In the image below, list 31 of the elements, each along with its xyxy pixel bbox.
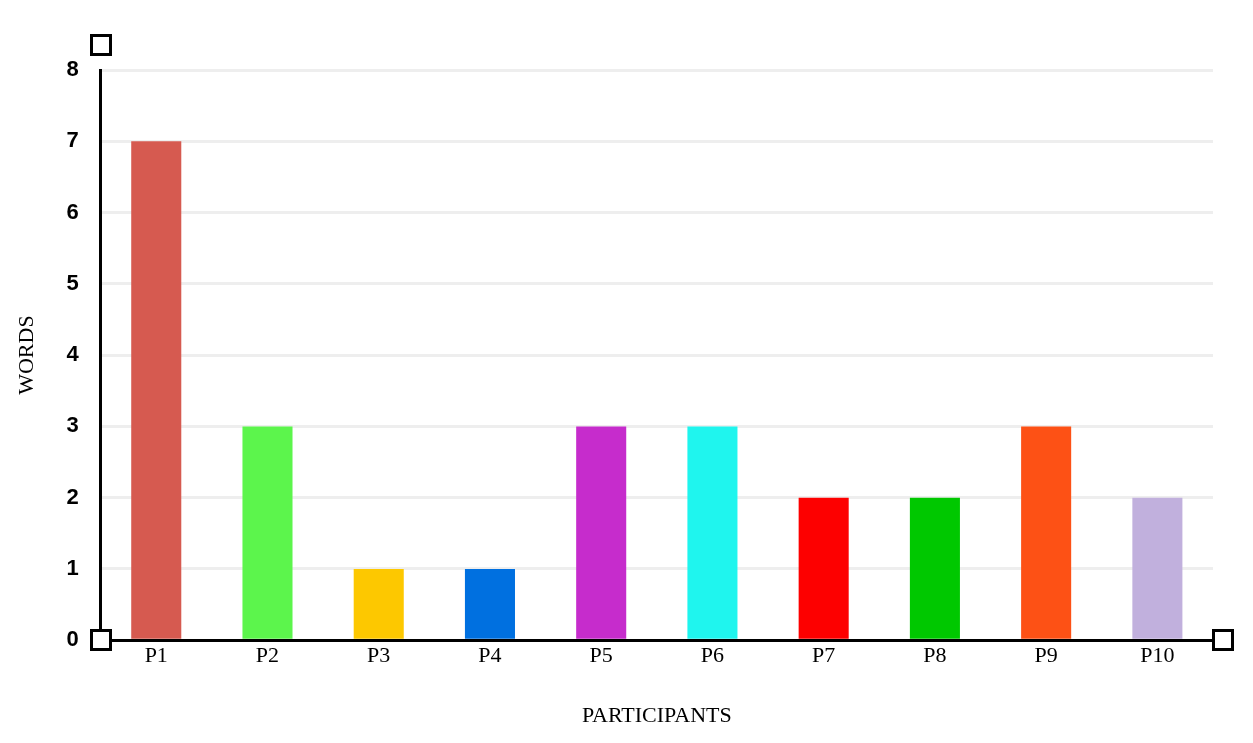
y-tick-label: 2 [66,483,79,509]
bar [131,141,182,639]
x-tick-label: P8 [923,642,947,668]
bar [576,426,627,639]
bar [909,497,960,639]
bar [687,426,738,639]
y-tick-label: 6 [66,198,79,224]
x-tick-label: P9 [1034,642,1058,668]
y-tick-label: 7 [66,127,79,153]
x-tick-label: P7 [812,642,836,668]
bar [464,568,515,639]
x-tick-label: P2 [255,642,280,668]
x-axis-title: PARTICIPANTS [581,701,732,727]
bar [1132,497,1183,639]
x-tick-label: P6 [700,642,725,668]
bar [353,568,404,639]
x-tick-label: P5 [589,642,613,668]
bar [1021,426,1072,639]
y-tick-label: 5 [66,269,79,295]
x-tick-label: P3 [367,642,391,668]
y-tick-label: 0 [66,626,79,652]
y-tick-label: 1 [66,554,79,580]
x-tick-label: P10 [1140,642,1175,668]
y-tick-label: 4 [66,341,80,367]
x-tick-label: P4 [478,642,502,668]
bar [798,497,849,639]
bar [242,426,293,639]
y-tick-label: 8 [66,56,79,82]
y-tick-label: 3 [66,412,79,438]
x-tick-label: P1 [144,642,168,668]
y-axis-title: WORDS [12,315,38,395]
